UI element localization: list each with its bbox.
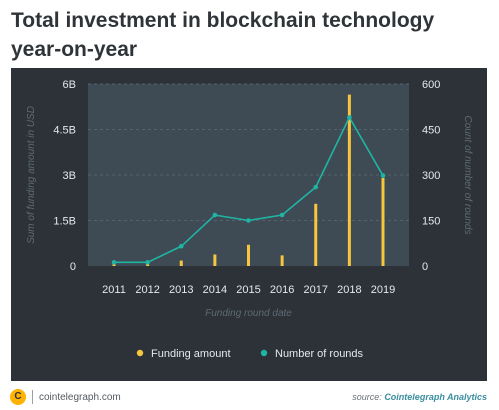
funding-bar xyxy=(280,255,284,266)
legend-funding-swatch xyxy=(136,349,144,357)
chart-card: 0 1.5B 3B 4.5B 6B 0 150 300 450 600 2011 2012 2013 20… xyxy=(11,68,487,381)
rounds-point xyxy=(111,260,117,265)
site-url[interactable]: cointelegraph.com xyxy=(39,391,121,403)
x-tick-label: 2013 xyxy=(169,284,193,296)
plot-area xyxy=(88,84,409,266)
chart-title: Total investment in blockchain technolog… xyxy=(11,9,435,61)
chart-svg: 0 1.5B 3B 4.5B 6B 0 150 300 450 600 2011 2012 2013 20… xyxy=(26,79,473,360)
y-right-tick-label: 150 xyxy=(422,216,440,228)
rounds-point xyxy=(380,173,386,178)
source-name: Cointelegraph Analytics xyxy=(384,392,487,402)
x-tick-label: 2018 xyxy=(337,284,361,296)
y-right-tick-label: 450 xyxy=(422,125,440,137)
site-branding: C cointelegraph.com xyxy=(10,388,121,406)
funding-bar xyxy=(247,244,250,266)
x-tick-label: 2011 xyxy=(102,284,126,296)
rounds-point xyxy=(145,260,150,265)
y-tick-label: 4.5B xyxy=(53,125,76,137)
source-credit: source: Cointelegraph Analytics xyxy=(352,392,487,402)
y-tick-label: 1.5B xyxy=(53,216,76,228)
y-tick-label: 3B xyxy=(63,170,76,182)
y-tick-label: 0 xyxy=(70,261,76,273)
funding-bar xyxy=(314,203,318,266)
cointelegraph-logo-icon: C xyxy=(10,389,26,405)
y-right-tick-label: 300 xyxy=(422,170,440,182)
rounds-point xyxy=(212,212,218,218)
rounds-point xyxy=(279,212,285,218)
x-tick-label: 2014 xyxy=(203,284,227,296)
y-right-axis-title: Count of number of rounds xyxy=(462,116,473,235)
footer-divider xyxy=(32,390,33,404)
rounds-point xyxy=(246,218,251,223)
funding-bar xyxy=(381,178,385,266)
y-right-tick-label: 600 xyxy=(422,79,440,91)
rounds-point xyxy=(178,243,184,249)
rounds-point xyxy=(313,184,319,190)
source-label: source: xyxy=(352,392,382,402)
x-tick-label: 2017 xyxy=(304,284,328,296)
x-axis-title: Funding round date xyxy=(205,308,292,319)
funding-bar xyxy=(213,254,217,266)
funding-bar xyxy=(112,264,116,266)
rounds-point xyxy=(347,115,352,120)
x-tick-label: 2015 xyxy=(236,284,260,296)
y-axis-title: Sum of funding amount in USD xyxy=(26,106,37,244)
x-tick-label: 2012 xyxy=(135,284,159,296)
funding-bar xyxy=(347,94,351,266)
legend-rounds-swatch xyxy=(260,349,268,357)
x-tick-label: 2016 xyxy=(270,284,294,296)
funding-bar xyxy=(146,263,150,266)
funding-bar xyxy=(179,260,183,266)
legend-funding-label: Funding amount xyxy=(151,348,231,360)
legend-rounds-label: Number of rounds xyxy=(275,348,364,360)
y-right-tick-label: 0 xyxy=(422,261,428,273)
x-tick-label: 2019 xyxy=(371,284,395,296)
y-tick-label: 6B xyxy=(63,79,76,91)
